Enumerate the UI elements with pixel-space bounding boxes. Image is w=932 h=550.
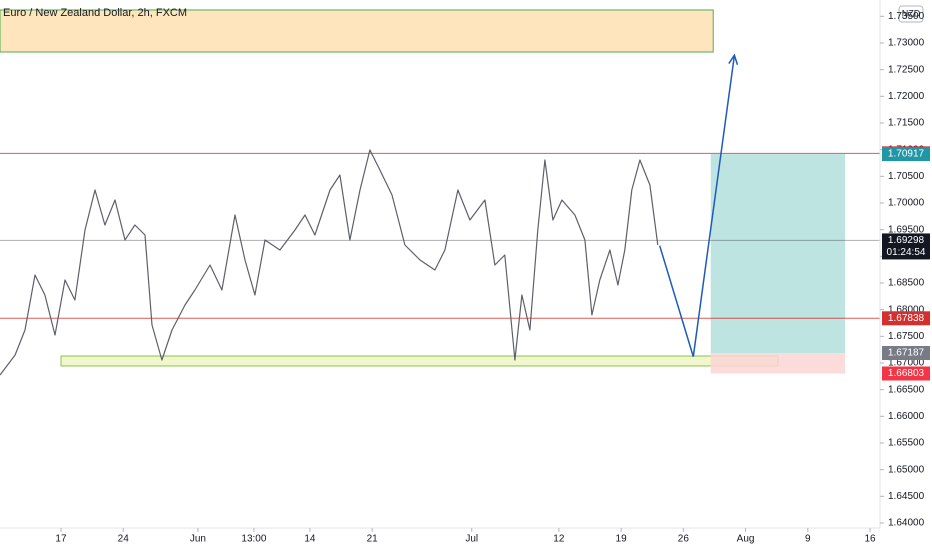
price-label: 1.66803 xyxy=(888,368,925,379)
y-tick-label: 1.69500 xyxy=(888,224,925,235)
y-tick-label: 1.73500 xyxy=(888,11,925,22)
y-tick-label: 1.65000 xyxy=(888,464,925,475)
chart-title: Euro / New Zealand Dollar, 2h, FXCM xyxy=(3,7,187,19)
countdown-label: 01:24:54 xyxy=(887,247,926,258)
x-tick-label: 26 xyxy=(678,534,690,545)
x-tick-label: 16 xyxy=(864,534,876,545)
x-tick-label: Jun xyxy=(190,534,206,545)
price-label-box xyxy=(882,366,930,381)
price-label: 1.67838 xyxy=(888,313,925,324)
zone xyxy=(710,154,846,354)
y-tick-label: 1.68500 xyxy=(888,278,925,289)
x-tick-label: 13:00 xyxy=(241,534,266,545)
x-tick-label: 24 xyxy=(118,534,130,545)
price-label: 1.70917 xyxy=(888,149,925,160)
x-tick-label: Jul xyxy=(465,534,478,545)
y-tick-label: 1.66000 xyxy=(888,411,925,422)
y-tick-label: 1.70000 xyxy=(888,198,925,209)
zone xyxy=(60,355,779,367)
y-tick-label: 1.70500 xyxy=(888,171,925,182)
x-tick-label: 17 xyxy=(55,534,67,545)
y-tick-label: 1.67000 xyxy=(888,358,925,369)
y-tick-label: 1.68000 xyxy=(888,304,925,315)
projection-arrow xyxy=(658,55,736,357)
price-label-box xyxy=(882,233,930,260)
currency-badge[interactable] xyxy=(898,5,924,23)
zone xyxy=(710,353,846,374)
y-tick-label: 1.73000 xyxy=(888,38,925,49)
y-tick-label: 1.66500 xyxy=(888,384,925,395)
price-label-box xyxy=(882,147,930,162)
price-label: 1.69298 xyxy=(888,235,925,246)
y-tick-label: 1.72500 xyxy=(888,64,925,75)
price-line xyxy=(0,149,659,376)
plot-area xyxy=(0,9,880,376)
y-tick-label: 1.64000 xyxy=(888,518,925,529)
x-tick-label: 14 xyxy=(304,534,316,545)
x-tick-label: 12 xyxy=(553,534,565,545)
currency-label[interactable]: NZD xyxy=(902,8,921,18)
x-tick-label: 19 xyxy=(616,534,628,545)
price-label-box xyxy=(882,311,930,326)
y-tick-label: 1.72000 xyxy=(888,91,925,102)
arrow-head xyxy=(728,53,739,65)
price-label: 1.67187 xyxy=(888,348,925,359)
x-tick-label: 21 xyxy=(367,534,379,545)
price-label-box xyxy=(882,346,930,361)
y-tick-label: 1.65500 xyxy=(888,438,925,449)
x-tick-label: Aug xyxy=(737,534,755,545)
x-tick-label: 9 xyxy=(805,534,811,545)
y-tick-label: 1.64500 xyxy=(888,491,925,502)
y-tick-label: 1.71500 xyxy=(888,118,925,129)
y-tick-label: 1.67500 xyxy=(888,331,925,342)
zone xyxy=(0,9,714,53)
